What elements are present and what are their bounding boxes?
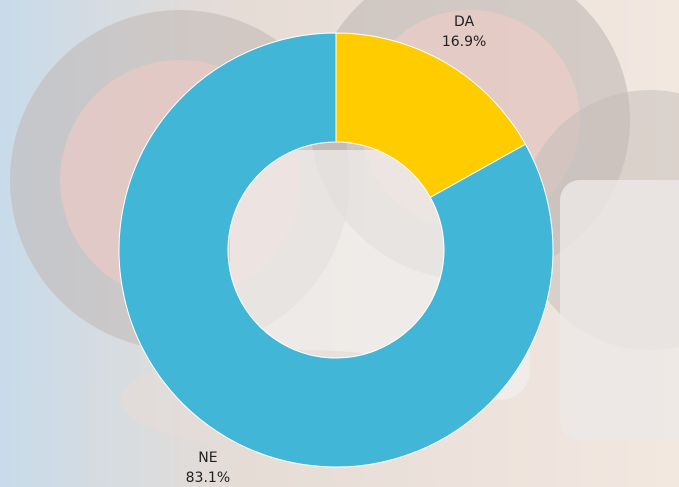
chart: DA 16.9% NE 83.1% <box>0 0 679 487</box>
slice-label: NE <box>198 450 217 466</box>
slice-label: DA <box>454 14 475 30</box>
value-label: 83.1% <box>186 470 230 486</box>
value-label: 16.9% <box>442 34 486 50</box>
